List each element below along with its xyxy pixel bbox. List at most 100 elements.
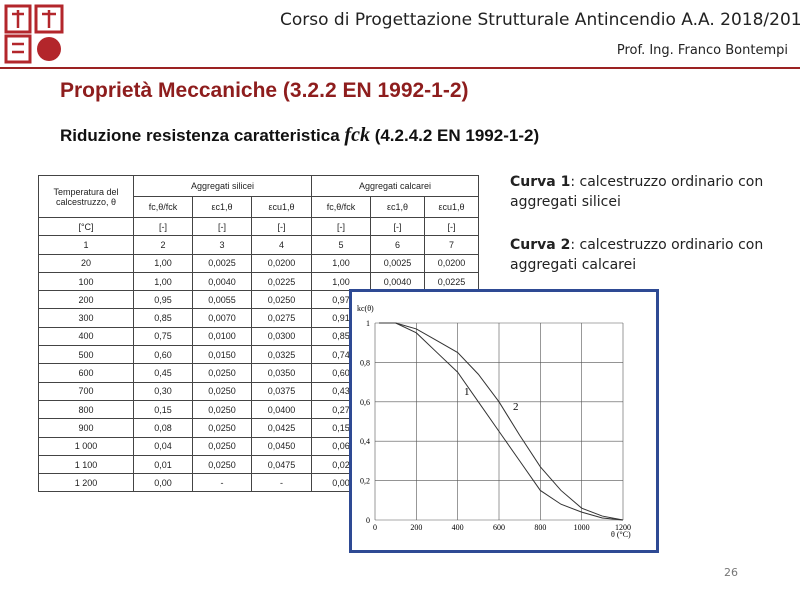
table-cell: 0,0055 [192,290,252,310]
y-axis-title: kc(θ) [357,304,374,313]
header-rule [0,67,800,69]
table-cell: 0,45 [133,363,193,383]
group-header: Aggregati calcarei [311,175,479,197]
slide-title: Proprietà Meccaniche (3.2.2 EN 1992-1-2) [60,79,469,102]
table-cell: 0,0275 [251,308,312,328]
table-cell: 2 [133,235,193,255]
y-tick-label: 0 [366,516,370,525]
table-cell: 0,0350 [251,363,312,383]
y-tick-label: 0,2 [360,477,370,486]
table-cell: 1,00 [133,271,193,292]
table-cell: 1 200 [38,473,134,493]
table-row: [°C] [-] [-] [-] [-] [-] [-] [38,216,479,237]
sub-header: fc,θ/fck [311,196,371,218]
table-cell: 500 [38,345,134,365]
chart-frame [349,289,659,553]
page-number: 26 [724,566,738,579]
table-cell: 600 [38,363,134,383]
table-cell: 0,08 [133,418,193,438]
table-cell: 0,0150 [192,345,252,365]
note-text: : calcestruzzo ordinario con aggregati s… [510,174,764,210]
table-cell: 300 [38,308,134,328]
x-tick-label: 1000 [574,523,590,532]
table-cell: 0,75 [133,326,193,347]
table-cell: 0,0325 [251,345,312,365]
subtitle-text: Riduzione resistenza caratteristica [60,126,340,145]
column-header: Temperatura del calcestruzzo, θ [38,175,134,218]
table-cell: 0,0225 [424,271,479,292]
table-cell: 3 [192,235,252,255]
table-cell: 0,0250 [192,399,252,420]
y-tick-label: 0,6 [360,398,370,407]
course-title: Corso di Progettazione Strutturale Antin… [280,10,800,30]
sub-header: εc1,θ [370,196,425,218]
curve [379,322,624,521]
table-cell: 1,00 [311,253,371,273]
x-tick-label: 800 [534,523,546,532]
table-cell: 0,0450 [251,436,312,456]
table-cell: 0,0025 [370,253,425,273]
table-cell: 0,0250 [192,381,252,401]
table-cell: 700 [38,381,134,401]
table-cell: 7 [424,235,479,255]
subtitle-symbol: fck [344,124,370,146]
table-cell: 0,0250 [192,363,252,383]
table-cell: 0,85 [133,308,193,328]
table-cell: 0,0300 [251,326,312,347]
table-cell: 5 [311,235,371,255]
note-label: Curva 1 [510,174,571,190]
table-cell: 0,0250 [192,436,252,456]
table-row: 100 1,00 0,0040 0,0225 1,00 0,0040 0,0225 [38,271,479,292]
table-cell: 0,0375 [251,381,312,401]
table-cell: 0,00 [133,473,193,493]
table-cell: 0,0250 [192,454,252,475]
table-cell: 0,01 [133,454,193,475]
sub-header: εcu1,θ [251,196,312,218]
table-cell: 0,60 [133,345,193,365]
x-tick-label: 400 [452,523,464,532]
table-cell: - [192,473,252,493]
table-cell: [-] [133,216,193,237]
x-axis-title: θ (°C) [611,530,631,539]
table-cell: 0,04 [133,436,193,456]
table-cell: 0,0475 [251,454,312,475]
y-tick-label: 0,4 [360,437,370,446]
curve [379,322,624,521]
table-cell: 0,95 [133,290,193,310]
table-cell: 0,30 [133,381,193,401]
table-cell: 1 000 [38,436,134,456]
table-cell: [-] [192,216,252,237]
table-cell: 1,00 [133,253,193,273]
table-cell: [-] [311,216,371,237]
table-cell: 0,0250 [251,290,312,310]
y-tick-label: 0,8 [360,358,370,367]
table-cell: 900 [38,418,134,438]
y-tick-label: 1 [366,319,370,328]
table-cell: 0,0025 [192,253,252,273]
curve-label: 2 [513,401,519,413]
table-cell: 20 [38,253,134,273]
sub-header: εcu1,θ [424,196,479,218]
table-cell: 0,0040 [370,271,425,292]
subtitle-reference: (4.2.4.2 EN 1992-1-2) [374,126,540,145]
table-cell: [-] [424,216,479,237]
table-cell: 0,0400 [251,399,312,420]
sub-header: εc1,θ [192,196,252,218]
table-cell: 0,0200 [424,253,479,273]
chart: kc(θ) θ (°C) 0 200 400 600 800 1000 1200 0 0,2 0,… [349,289,659,553]
table-row: 20 1,00 0,0025 0,0200 1,00 0,0025 0,0200 [38,253,479,273]
note-text: : calcestruzzo ordinario con aggregati c… [510,237,764,273]
note: Curva 2: calcestruzzo ordinario con aggr… [510,235,780,275]
table-cell: 6 [370,235,425,255]
curve-label: 1 [464,386,470,398]
table-cell: [°C] [38,216,134,237]
x-tick-label: 1200 [615,523,631,532]
subtitle: Riduzione resistenza caratteristica fck … [60,124,539,147]
table-cell: 200 [38,290,134,310]
table-cell: [-] [370,216,425,237]
x-tick-label: 200 [410,523,422,532]
x-tick-label: 0 [373,523,377,532]
table-cell: 100 [38,271,134,292]
